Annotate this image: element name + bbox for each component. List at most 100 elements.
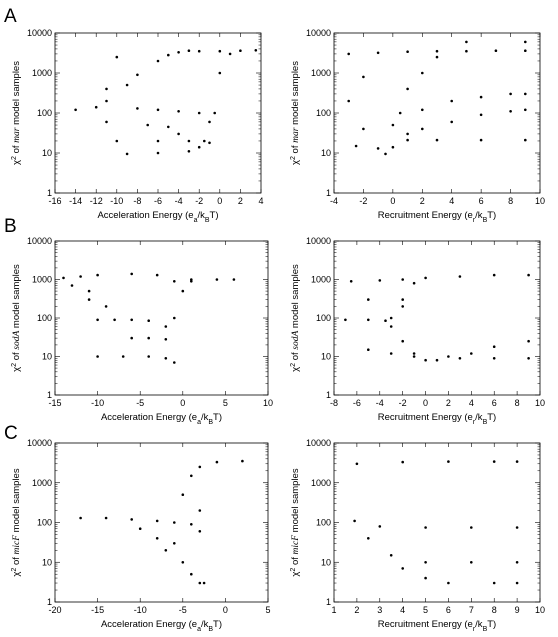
y-tick-label: 100 <box>316 108 331 118</box>
data-point <box>524 92 527 96</box>
data-point <box>190 474 193 478</box>
y-tick-label: 10 <box>42 557 52 567</box>
data-point <box>355 462 359 466</box>
data-point <box>515 526 519 529</box>
data-point <box>515 581 519 585</box>
data-point <box>121 355 125 358</box>
x-tick-label: -4 <box>330 196 338 206</box>
scatter-points <box>344 273 530 362</box>
data-point <box>524 108 527 112</box>
data-point <box>164 357 168 360</box>
data-point <box>435 358 439 362</box>
data-point <box>241 459 244 463</box>
y-tick-label: 1000 <box>32 478 52 488</box>
data-point <box>450 120 454 124</box>
data-point <box>367 348 370 352</box>
data-point <box>362 75 365 79</box>
data-point <box>228 52 232 56</box>
x-tick-label: 0 <box>390 196 395 206</box>
data-point <box>156 139 160 143</box>
y-tick-label: 10000 <box>27 236 52 246</box>
data-point <box>74 108 77 112</box>
data-point <box>347 99 351 103</box>
x-tick-label: 6 <box>492 398 497 408</box>
data-point <box>470 526 473 529</box>
data-point <box>136 73 139 77</box>
panel-label-b: B <box>4 216 17 237</box>
data-point <box>79 275 82 278</box>
x-tick-label: -15 <box>48 398 61 408</box>
data-point <box>218 49 222 53</box>
data-point <box>130 272 133 276</box>
data-point <box>515 561 519 564</box>
data-point <box>173 361 176 364</box>
x-tick-label: 0 <box>180 398 185 408</box>
y-tick-label: 1 <box>326 390 331 400</box>
data-point <box>492 460 496 463</box>
y-tick-label: 10000 <box>306 28 331 38</box>
data-point <box>190 278 193 281</box>
data-point <box>401 460 405 464</box>
data-point <box>354 144 358 148</box>
data-point <box>344 318 347 322</box>
x-axis-label: Recruitment Energy (er/kBT) <box>378 619 496 633</box>
data-point <box>198 530 202 533</box>
y-tick-label: 1000 <box>311 275 331 285</box>
x-tick-label: 3 <box>377 605 382 615</box>
x-tick-label: 8 <box>515 398 520 408</box>
data-point <box>105 87 108 91</box>
data-point <box>156 151 160 155</box>
data-point <box>421 127 424 131</box>
x-tick-label: -6 <box>154 196 162 206</box>
data-point <box>389 325 393 328</box>
plot-a-right: -4 -2 0 2 4 6 8 10 1 10 100 1000 10000 Recruitment En… <box>290 28 546 224</box>
data-point <box>187 139 191 143</box>
x-tick-label: -16 <box>48 196 61 206</box>
data-point <box>208 141 211 145</box>
data-point <box>181 289 185 293</box>
data-point <box>458 275 462 278</box>
data-point <box>187 150 191 153</box>
data-point <box>218 71 222 75</box>
data-point <box>479 95 483 99</box>
data-point <box>367 318 370 322</box>
y-tick-label: 1000 <box>32 275 52 285</box>
y-tick-label: 100 <box>316 518 331 528</box>
y-tick-label: 10 <box>42 352 52 362</box>
data-point <box>156 59 160 63</box>
x-tick-label: 4 <box>258 196 263 206</box>
plot-frame <box>333 240 541 396</box>
plot-frame <box>54 442 269 603</box>
plot-c-left: -20 -15 -10 -5 0 5 1 10 100 1000 10000 Acceleration… <box>11 438 271 633</box>
scatter-points <box>347 40 527 156</box>
y-tick-label: 10000 <box>306 236 331 246</box>
data-point <box>177 132 180 136</box>
x-tick-label: 2 <box>446 398 451 408</box>
x-tick-label: -4 <box>175 196 183 206</box>
data-point <box>197 49 201 53</box>
plots-layer: -16 -14 -12 -10 -8 -6 -4 -2 0 2 4110100100010000Ac… <box>11 28 546 633</box>
data-point <box>367 537 370 540</box>
x-tick-label: -4 <box>376 398 384 408</box>
data-point <box>115 55 119 59</box>
data-point <box>492 345 496 349</box>
x-tick-label: -2 <box>195 196 203 206</box>
x-axis-label: Acceleration Energy (ea/kBT) <box>101 412 222 426</box>
data-point <box>104 516 108 520</box>
data-point <box>424 561 427 564</box>
plot-b-left: -15 -10 -5 0 5 10 1 10 100 1000 10000 Acceleration … <box>11 236 274 426</box>
data-point <box>458 357 462 360</box>
data-point <box>479 138 483 142</box>
x-axis-label: Acceleration Energy (ea/kBT) <box>97 210 218 224</box>
data-point <box>105 99 108 103</box>
data-point <box>412 355 416 358</box>
data-point <box>435 49 439 53</box>
data-point <box>509 110 512 113</box>
data-point <box>401 339 405 343</box>
data-point <box>147 336 150 340</box>
data-point <box>421 108 424 112</box>
x-tick-label: 8 <box>492 605 497 615</box>
data-point <box>515 460 519 463</box>
data-point <box>424 358 427 362</box>
